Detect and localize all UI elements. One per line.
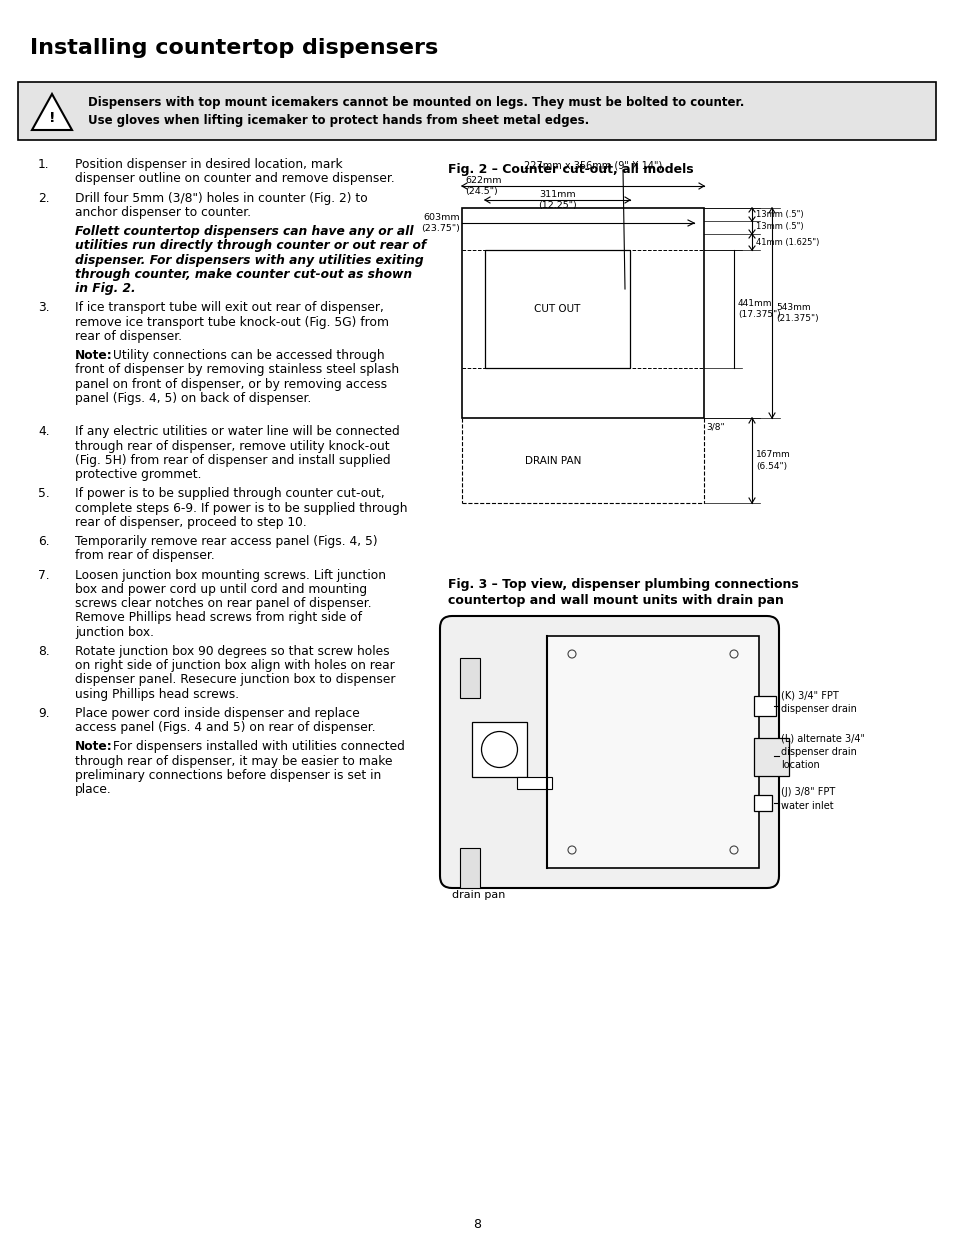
Text: Dispensers with top mount icemakers cannot be mounted on legs. They must be bolt: Dispensers with top mount icemakers cann… [88, 96, 743, 109]
Bar [461, 207, 703, 417]
Text: 3.: 3. [38, 301, 50, 314]
Text: (23.75"): (23.75") [420, 224, 459, 233]
Bar [753, 697, 775, 716]
Bar [517, 777, 552, 789]
Text: through counter, make counter cut-out as shown: through counter, make counter cut-out as… [75, 268, 412, 280]
Text: (24.5"): (24.5") [464, 186, 497, 196]
Text: through rear of dispenser, remove utility knock-out: through rear of dispenser, remove utilit… [75, 440, 389, 452]
Text: remove ice transport tube knock-out (Fig. 5G) from: remove ice transport tube knock-out (Fig… [75, 316, 389, 329]
Text: Loosen junction box mounting screws. Lift junction: Loosen junction box mounting screws. Lif… [75, 568, 386, 582]
Text: rear of dispenser, proceed to step 10.: rear of dispenser, proceed to step 10. [75, 516, 307, 529]
Text: If power is to be supplied through counter cut-out,: If power is to be supplied through count… [75, 488, 384, 500]
Text: panel (Figs. 4, 5) on back of dispenser.: panel (Figs. 4, 5) on back of dispenser. [75, 391, 311, 405]
Polygon shape [32, 94, 71, 130]
Text: 4.: 4. [38, 425, 50, 438]
Bar [753, 739, 788, 776]
Text: 167mm: 167mm [755, 450, 790, 459]
Text: drain pan: drain pan [452, 890, 505, 900]
Text: access panel (Figs. 4 and 5) on rear of dispenser.: access panel (Figs. 4 and 5) on rear of … [75, 721, 375, 735]
Text: Place power cord inside dispenser and replace: Place power cord inside dispenser and re… [75, 706, 359, 720]
Text: Remove Phillips head screws from right side of: Remove Phillips head screws from right s… [75, 611, 361, 625]
Text: preliminary connections before dispenser is set in: preliminary connections before dispenser… [75, 769, 381, 782]
Text: junction box.: junction box. [75, 626, 153, 638]
Text: 441mm: 441mm [738, 299, 772, 308]
Bar [459, 658, 479, 698]
Text: For dispensers installed with utilities connected: For dispensers installed with utilities … [109, 741, 404, 753]
Text: Follett countertop dispensers can have any or all: Follett countertop dispensers can have a… [75, 225, 414, 238]
Text: 9.: 9. [38, 706, 50, 720]
Text: 8.: 8. [38, 645, 50, 658]
Text: 603mm: 603mm [423, 212, 459, 222]
Text: If any electric utilities or water line will be connected: If any electric utilities or water line … [75, 425, 399, 438]
Text: through rear of dispenser, it may be easier to make: through rear of dispenser, it may be eas… [75, 755, 392, 768]
Text: anchor dispenser to counter.: anchor dispenser to counter. [75, 206, 251, 219]
Text: rear of dispenser.: rear of dispenser. [75, 330, 182, 343]
Text: 3/8": 3/8" [705, 424, 724, 432]
Text: 2.: 2. [38, 191, 50, 205]
Text: Use gloves when lifting icemaker to protect hands from sheet metal edges.: Use gloves when lifting icemaker to prot… [88, 114, 589, 127]
Text: place.: place. [75, 783, 112, 797]
Text: box and power cord up until cord and mounting: box and power cord up until cord and mou… [75, 583, 367, 597]
Text: DRAIN PAN: DRAIN PAN [524, 456, 580, 466]
Text: 8: 8 [473, 1218, 480, 1231]
Text: front of dispenser by removing stainless steel splash: front of dispenser by removing stainless… [75, 363, 398, 377]
Text: (6.54"): (6.54") [755, 462, 786, 471]
Text: 543mm: 543mm [775, 303, 810, 311]
Text: 622mm: 622mm [464, 177, 501, 185]
Text: dispenser. For dispensers with any utilities exiting: dispenser. For dispensers with any utili… [75, 253, 423, 267]
Text: protective grommet.: protective grommet. [75, 468, 201, 482]
Text: !: ! [49, 111, 55, 125]
Text: Temporarily remove rear access panel (Figs. 4, 5): Temporarily remove rear access panel (Fi… [75, 535, 377, 548]
Text: Utility connections can be accessed through: Utility connections can be accessed thro… [109, 350, 384, 362]
Text: using Phillips head screws.: using Phillips head screws. [75, 688, 239, 700]
Text: Note:: Note: [75, 741, 112, 753]
Text: CUT OUT: CUT OUT [534, 304, 580, 314]
Text: 311mm: 311mm [538, 190, 576, 199]
Text: If ice transport tube will exit out rear of dispenser,: If ice transport tube will exit out rear… [75, 301, 383, 314]
Text: (12.25"): (12.25") [537, 201, 577, 210]
Text: dispenser panel. Resecure junction box to dispenser: dispenser panel. Resecure junction box t… [75, 673, 395, 687]
Text: (K) 3/4" FPT
dispenser drain: (K) 3/4" FPT dispenser drain [781, 690, 856, 714]
Text: Installing countertop dispensers: Installing countertop dispensers [30, 38, 437, 58]
Text: 13mm (.5"): 13mm (.5") [755, 210, 802, 219]
Text: (Fig. 5H) from rear of dispenser and install supplied: (Fig. 5H) from rear of dispenser and ins… [75, 454, 390, 467]
Text: on right side of junction box align with holes on rear: on right side of junction box align with… [75, 659, 395, 672]
FancyBboxPatch shape [439, 616, 779, 888]
Text: 1.: 1. [38, 158, 50, 170]
Text: dispenser outline on counter and remove dispenser.: dispenser outline on counter and remove … [75, 172, 395, 185]
Bar [753, 795, 771, 811]
Text: from rear of dispenser.: from rear of dispenser. [75, 550, 214, 562]
Text: Drill four 5mm (3/8") holes in counter (Fig. 2) to: Drill four 5mm (3/8") holes in counter (… [75, 191, 367, 205]
Text: 7.: 7. [38, 568, 50, 582]
Bar [18, 82, 935, 140]
Text: (J) 3/8" FPT
water inlet: (J) 3/8" FPT water inlet [781, 788, 835, 810]
Text: utilities run directly through counter or out rear of: utilities run directly through counter o… [75, 240, 426, 252]
Text: 227mm x 356mm (9" X 14"): 227mm x 356mm (9" X 14") [523, 161, 661, 170]
Text: Position dispenser in desired location, mark: Position dispenser in desired location, … [75, 158, 342, 170]
Text: 5.: 5. [38, 488, 50, 500]
Text: 6.: 6. [38, 535, 50, 548]
Bar [484, 249, 629, 368]
Bar [459, 848, 479, 888]
Text: panel on front of dispenser, or by removing access: panel on front of dispenser, or by remov… [75, 378, 387, 390]
Bar [472, 722, 526, 777]
Text: in Fig. 2.: in Fig. 2. [75, 282, 135, 295]
Text: Fig. 3 – Top view, dispenser plumbing connections: Fig. 3 – Top view, dispenser plumbing co… [448, 578, 798, 592]
Bar [546, 636, 759, 868]
Text: complete steps 6-9. If power is to be supplied through: complete steps 6-9. If power is to be su… [75, 501, 407, 515]
Text: (21.375"): (21.375") [775, 315, 818, 324]
Text: Rotate junction box 90 degrees so that screw holes: Rotate junction box 90 degrees so that s… [75, 645, 389, 658]
Text: 41mm (1.625"): 41mm (1.625") [755, 237, 819, 247]
Text: 13mm (.5"): 13mm (.5") [755, 222, 802, 231]
Text: (L) alternate 3/4"
dispenser drain
location: (L) alternate 3/4" dispenser drain locat… [781, 734, 864, 771]
Text: Note:: Note: [75, 350, 112, 362]
Text: screws clear notches on rear panel of dispenser.: screws clear notches on rear panel of di… [75, 598, 372, 610]
Text: countertop and wall mount units with drain pan: countertop and wall mount units with dra… [448, 594, 783, 606]
Text: Fig. 2 – Counter cut-out, all models: Fig. 2 – Counter cut-out, all models [448, 163, 693, 177]
Text: (17.375"): (17.375") [738, 310, 780, 320]
